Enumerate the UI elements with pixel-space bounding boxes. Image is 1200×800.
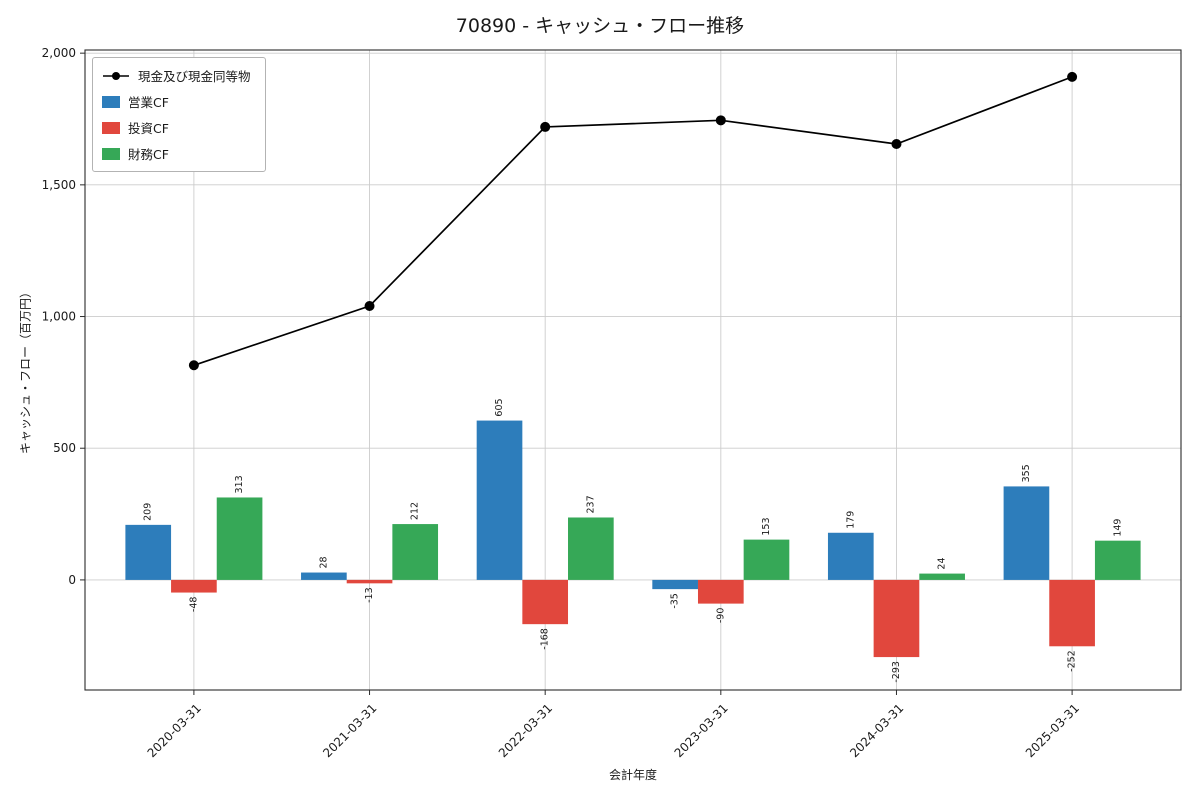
cash-point-2022-03-31 [540,121,551,132]
bar-財務CF-2022-03-31 [568,517,614,580]
bar-value-label: 179 [845,511,856,529]
legend-swatch-icon [102,147,120,160]
cash-point-2024-03-31 [891,139,902,150]
y-tick-label: 1,500 [42,178,76,192]
bar-value-label: 355 [1021,464,1032,482]
legend: 現金及び現金同等物営業CF 投資CF 財務CF [92,57,266,172]
bar-財務CF-2023-03-31 [743,539,790,580]
legend-item-財務CF: 財務CF [102,144,251,163]
legend-swatch-icon [102,121,120,134]
y-tick-label: 1,000 [42,310,76,324]
bar-営業CF-2023-03-31 [652,579,698,590]
legend-swatch-icon [102,95,120,108]
x-tick-label: 2022-03-31 [496,701,555,760]
y-tick-label: 500 [53,441,76,455]
bar-value-label: -168 [540,628,551,650]
bar-営業CF-2022-03-31 [476,420,523,580]
bar-投資CF-2020-03-31 [171,579,217,593]
x-tick-label: 2023-03-31 [672,701,731,760]
bar-財務CF-2024-03-31 [919,573,965,580]
cash-equivalents-line [193,76,1073,367]
cash-point-2025-03-31 [1067,71,1078,82]
bar-営業CF-2021-03-31 [301,572,347,580]
cash-point-2020-03-31 [188,360,199,371]
cash-point-2021-03-31 [364,301,375,311]
legend-item-line: 現金及び現金同等物 [102,66,251,85]
bar-投資CF-2024-03-31 [873,579,920,658]
bar-value-label: 313 [234,475,245,493]
cash-point-2023-03-31 [715,115,726,126]
bar-投資CF-2022-03-31 [522,579,569,625]
bar-value-label: -48 [188,597,199,613]
bar-value-label: 24 [937,557,948,569]
x-axis-label: 会計年度 [608,768,657,782]
bar-財務CF-2021-03-31 [392,524,439,580]
bar-value-label: -90 [715,608,726,624]
bar-投資CF-2021-03-31 [346,579,393,584]
x-tick-label: 2020-03-31 [145,701,204,760]
y-tick-label: 2,000 [42,46,76,60]
legend-item-営業CF: 営業CF [102,92,251,111]
bar-営業CF-2025-03-31 [1003,486,1050,580]
legend-item-投資CF: 投資CF [102,118,251,137]
bar-財務CF-2025-03-31 [1094,540,1141,580]
plot-border [84,49,1182,691]
legend-label: 現金及び現金同等物 [138,69,251,84]
bar-value-label: 149 [1112,519,1123,537]
legend-label: 営業CF [128,95,169,110]
legend-label: 投資CF [128,121,169,136]
x-tick-label: 2025-03-31 [1023,701,1082,760]
bar-value-label: -293 [891,661,902,683]
bar-投資CF-2023-03-31 [697,579,744,604]
bar-value-label: 237 [585,495,596,513]
bar-value-label: 212 [410,502,421,520]
bar-value-label: -13 [364,587,375,603]
x-tick-label: 2024-03-31 [847,701,906,760]
bar-営業CF-2020-03-31 [125,524,172,580]
bar-営業CF-2024-03-31 [827,532,874,580]
chart-title: 70890 - キャッシュ・フロー推移 [455,15,745,37]
bar-value-label: 153 [761,517,772,535]
bar-value-label: -35 [670,593,681,609]
x-tick-label: 2021-03-31 [320,701,379,760]
bar-value-label: 605 [494,398,505,416]
y-tick-label: 0 [68,573,76,587]
bar-value-label: 28 [318,556,329,568]
bar-value-label: -252 [1067,650,1078,672]
bar-財務CF-2020-03-31 [216,497,263,580]
line-marker-icon [102,70,130,82]
bar-投資CF-2025-03-31 [1049,579,1095,647]
legend-label: 財務CF [128,147,169,162]
bar-value-label: 209 [143,503,154,521]
